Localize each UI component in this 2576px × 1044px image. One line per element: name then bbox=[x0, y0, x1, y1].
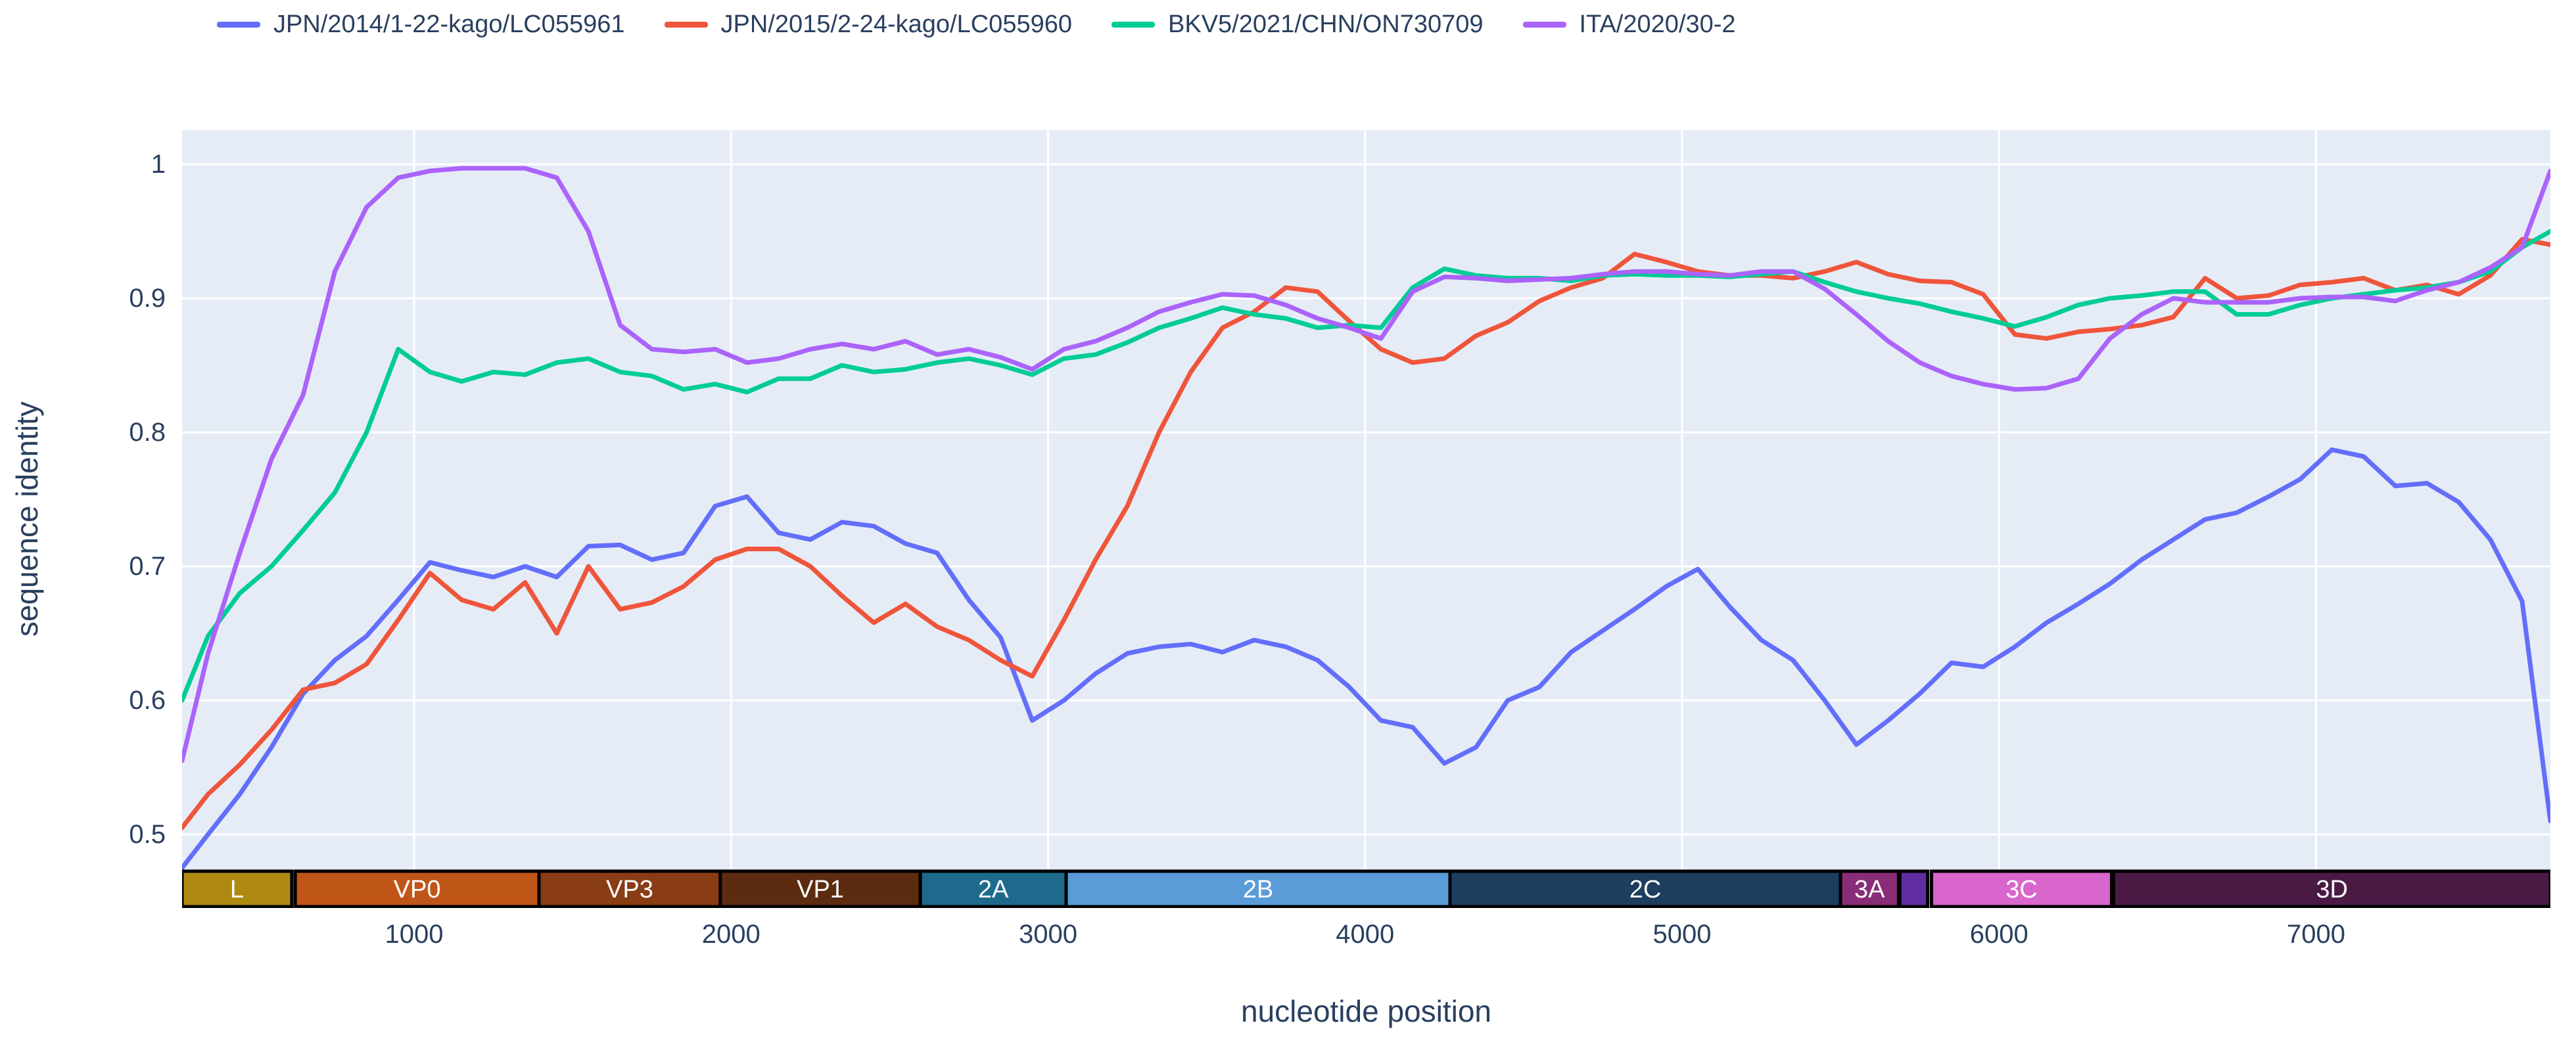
genome-segment-label: VP3 bbox=[606, 876, 653, 903]
x-tick-label: 6000 bbox=[1969, 920, 2028, 949]
genome-segment bbox=[1838, 869, 1900, 908]
series-line bbox=[182, 166, 2550, 763]
legend-item[interactable]: BKV5/2021/CHN/ON730709 bbox=[1112, 11, 1484, 39]
legend-item[interactable]: JPN/2014/1-22-kago/LC055961 bbox=[217, 11, 625, 39]
legend-item[interactable]: JPN/2015/2-24-kago/LC055960 bbox=[664, 11, 1073, 39]
legend-label: JPN/2015/2-24-kago/LC055960 bbox=[720, 11, 1073, 38]
y-tick-label: 0.9 bbox=[129, 284, 166, 313]
x-tick-label: 3000 bbox=[1019, 920, 1077, 949]
x-tick-label: 7000 bbox=[2287, 920, 2345, 949]
genome-segment bbox=[293, 869, 541, 908]
x-tick-label: 1000 bbox=[385, 920, 444, 949]
genome-segment bbox=[1064, 869, 1452, 908]
y-tick-label: 1 bbox=[151, 150, 166, 179]
y-tick-label: 0.7 bbox=[129, 552, 166, 581]
plot-area: L VP0 VP3 VP1 2A 2B 2C 3A 3C 3D bbox=[182, 130, 2550, 908]
y-axis-title: sequence identity bbox=[10, 401, 44, 637]
genome-segment-label: VP0 bbox=[394, 876, 441, 903]
genome-segment-label: 2C bbox=[1629, 876, 1662, 903]
legend-line-swatch bbox=[1522, 22, 1566, 28]
genome-segment-label: 2A bbox=[978, 876, 1009, 903]
x-tick-label: 5000 bbox=[1652, 920, 1712, 949]
chart-canvas: L VP0 VP3 VP1 2A 2B 2C 3A 3C 3D bbox=[182, 130, 2550, 908]
legend-item[interactable]: ITA/2020/30-2 bbox=[1522, 11, 1736, 39]
x-tick-label: 2000 bbox=[701, 920, 761, 949]
legend-line-swatch bbox=[664, 22, 708, 28]
y-tick-label: 0.8 bbox=[129, 418, 166, 447]
legend-label: ITA/2020/30-2 bbox=[1579, 11, 1736, 38]
x-axis-title: nucleotide position bbox=[1240, 994, 1492, 1028]
genome-segment bbox=[1898, 869, 1930, 908]
genome-segment-label: 3A bbox=[1854, 876, 1885, 903]
genome-segment bbox=[718, 869, 922, 908]
genome-segment bbox=[182, 869, 294, 908]
series-line bbox=[182, 229, 2550, 703]
genome-segment bbox=[1930, 869, 2113, 908]
legend-line-swatch bbox=[217, 22, 260, 28]
y-tick-label: 0.5 bbox=[129, 820, 166, 849]
genome-segment-label: 3D bbox=[2316, 876, 2348, 903]
genome-segment bbox=[2111, 869, 2550, 908]
y-tick-label: 0.6 bbox=[129, 686, 166, 715]
genome-segment bbox=[537, 869, 722, 908]
genome-segment bbox=[1448, 869, 1842, 908]
legend-label: JPN/2014/1-22-kago/LC055961 bbox=[273, 11, 625, 38]
legend-line-swatch bbox=[1112, 22, 1155, 28]
genome-segment-label: 2B bbox=[1243, 876, 1273, 903]
genome-segment-label: VP1 bbox=[797, 876, 844, 903]
genome-segment-label: L bbox=[230, 876, 244, 903]
legend-label: BKV5/2021/CHN/ON730709 bbox=[1168, 11, 1484, 38]
series-line bbox=[182, 447, 2550, 871]
legend: JPN/2014/1-22-kago/LC055961 JPN/2015/2-24… bbox=[217, 11, 1736, 39]
genome-segment-label: 3C bbox=[2005, 876, 2038, 903]
x-tick-label: 4000 bbox=[1336, 920, 1395, 949]
